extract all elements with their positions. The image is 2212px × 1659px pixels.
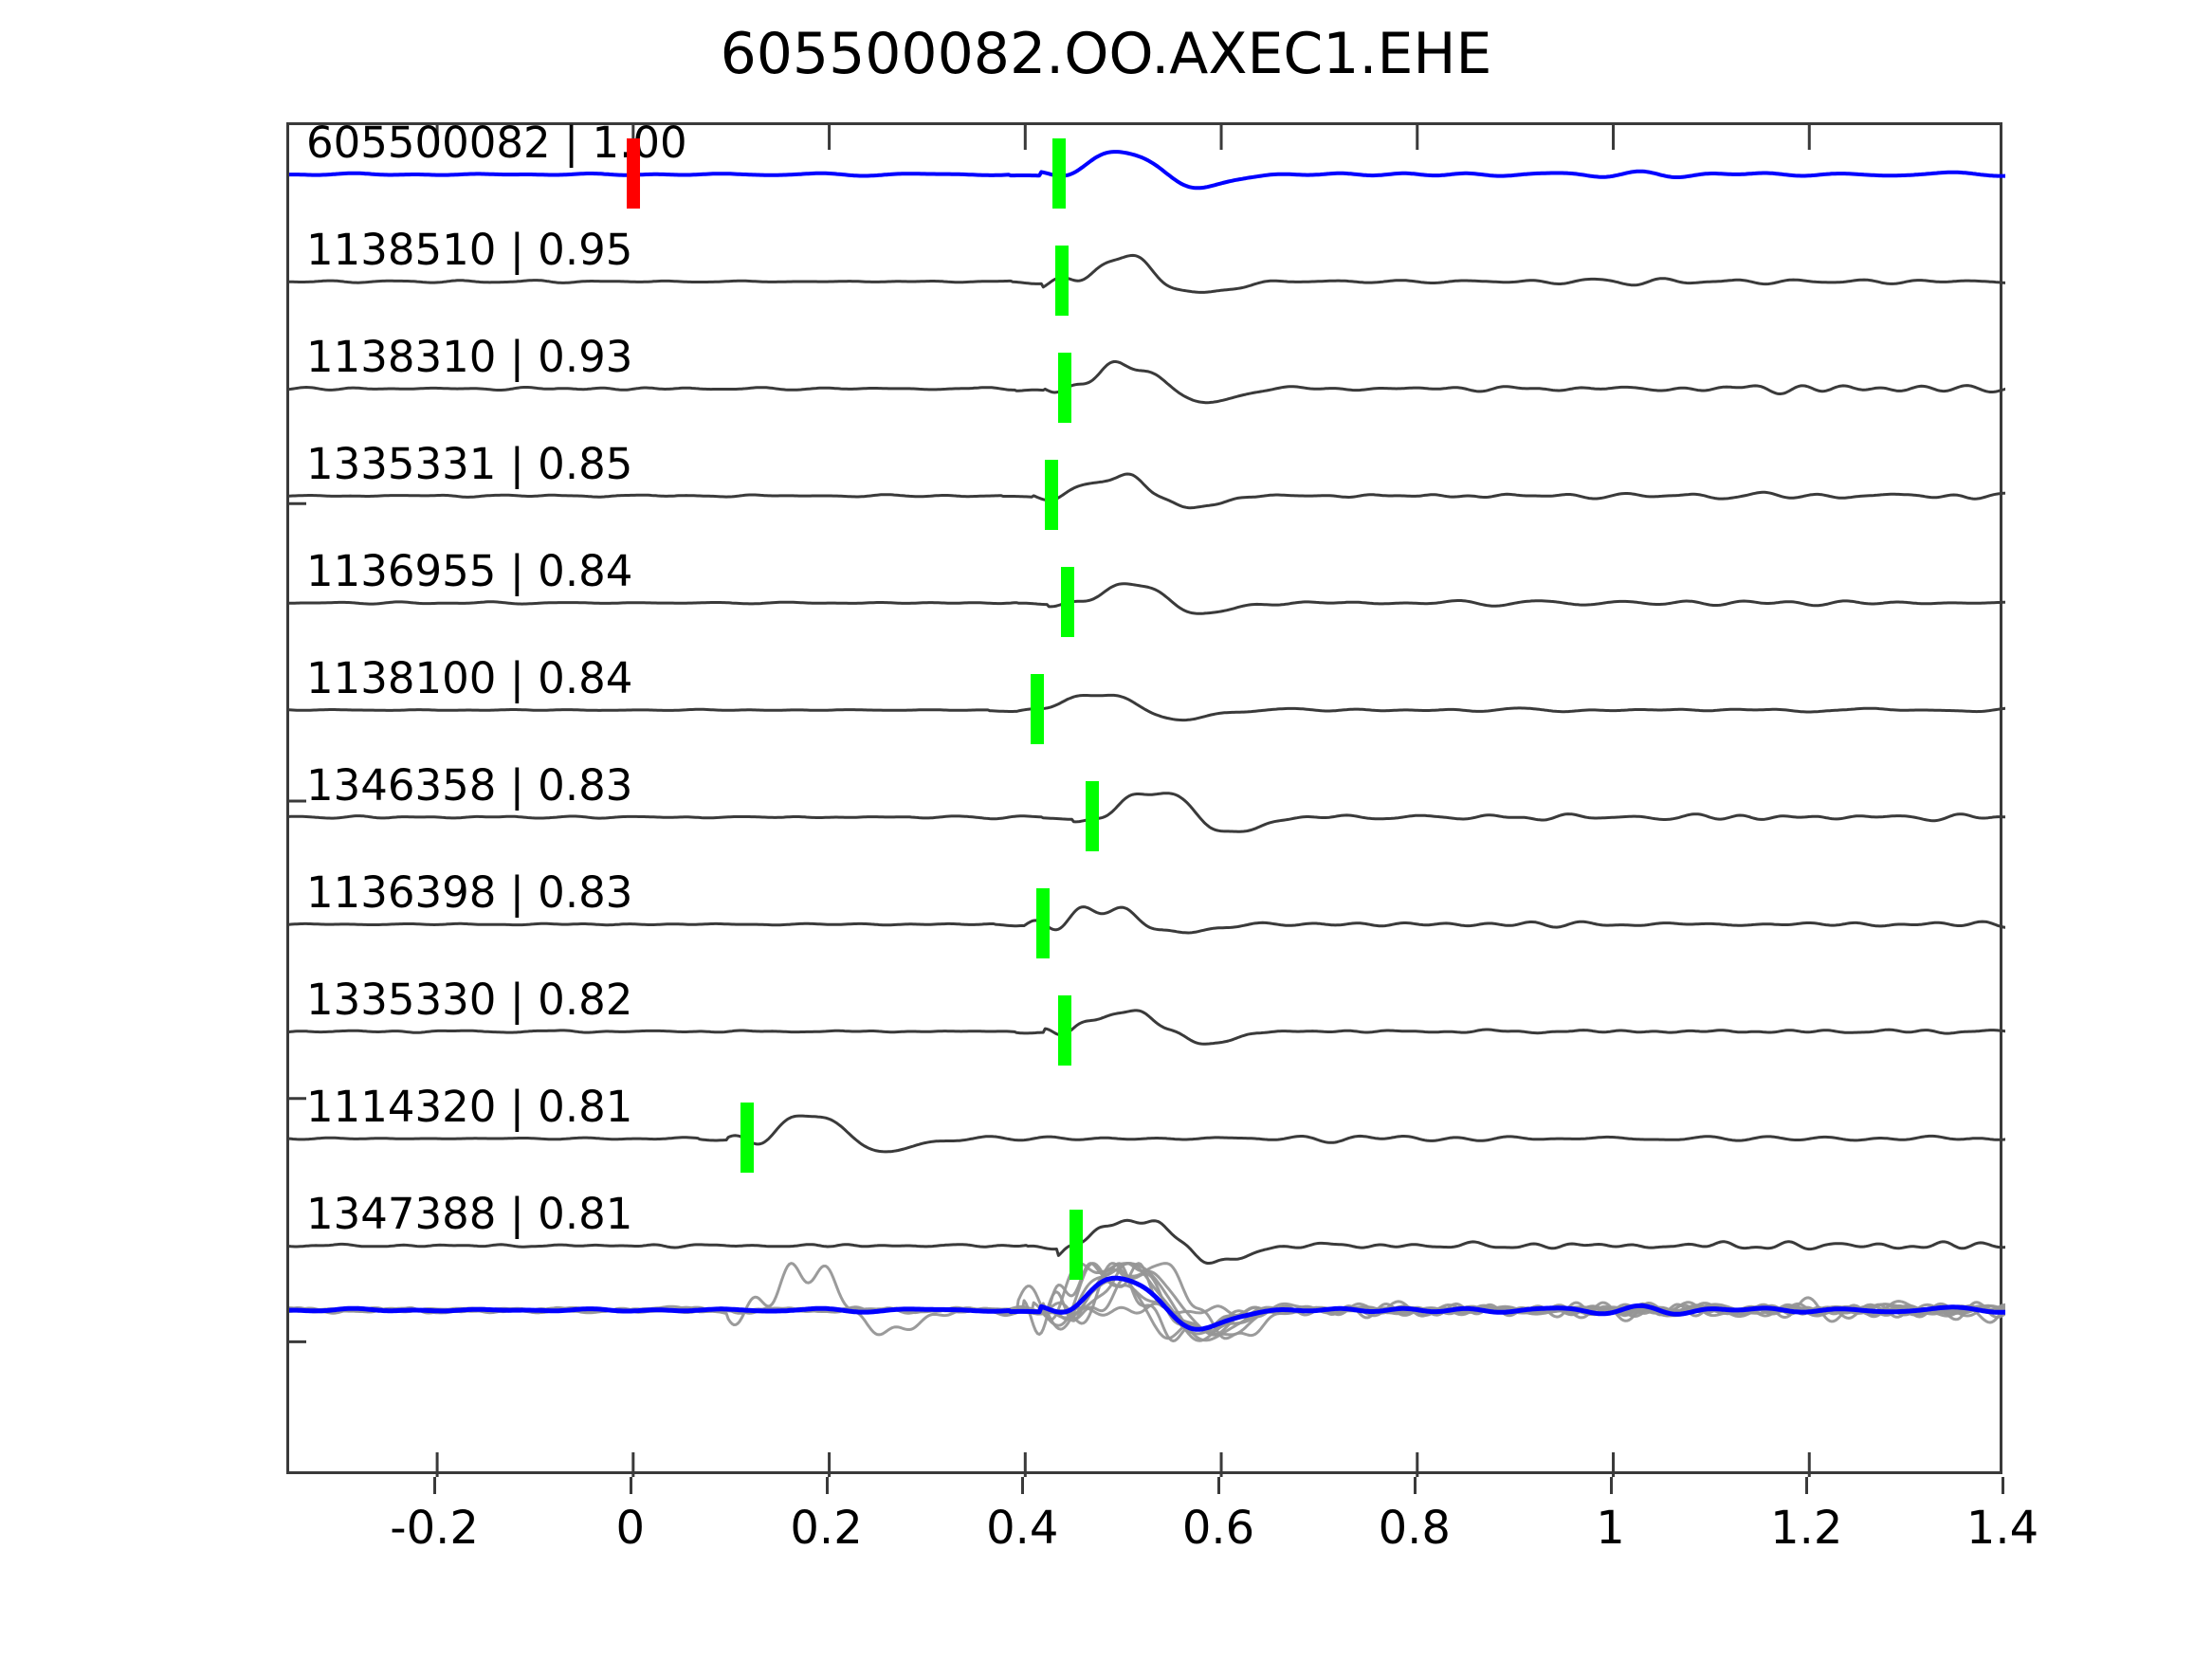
plot-area: 605500082 | 1.00 1138510 | 0.95 1138310 | … bbox=[286, 118, 2005, 1477]
waveform-trace-605500082 bbox=[289, 150, 2005, 191]
x-tick-mark bbox=[1609, 1477, 1613, 1494]
pick-marker-1136955 bbox=[1060, 567, 1074, 637]
pick-marker-1347388 bbox=[1069, 1210, 1084, 1280]
waveform-trace-1335331 bbox=[289, 472, 2005, 510]
pick-marker-1136398 bbox=[1035, 888, 1050, 958]
pick-marker-1114320 bbox=[740, 1103, 754, 1173]
pick-marker-1335330 bbox=[1057, 995, 1071, 1066]
waveform-trace-1136398 bbox=[289, 905, 2005, 935]
pick-marker-1138100 bbox=[1030, 674, 1044, 744]
row-label-1346358: 1346358 | 0.83 bbox=[306, 760, 633, 811]
x-tick-label-0: -0.2 bbox=[390, 1502, 479, 1555]
x-tick-label-8: 1.4 bbox=[1965, 1502, 2039, 1555]
waveform-trace-1346358 bbox=[289, 792, 2005, 833]
row-label-1138510: 1138510 | 0.95 bbox=[306, 225, 633, 275]
pick-marker-1138310 bbox=[1057, 353, 1071, 423]
x-tick-mark bbox=[825, 1477, 829, 1494]
x-tick-label-4: 0.6 bbox=[1181, 1502, 1255, 1555]
row-label-1114320: 1114320 | 0.81 bbox=[306, 1082, 633, 1132]
pick-marker-1138510 bbox=[1054, 246, 1069, 316]
row-label-605500082: 605500082 | 1.00 bbox=[306, 118, 687, 168]
x-tick-mark bbox=[433, 1477, 437, 1494]
waveform-trace-1335330 bbox=[289, 1009, 2005, 1046]
pick-marker-1346358 bbox=[1085, 781, 1099, 851]
x-tick-label-1: 0 bbox=[615, 1502, 646, 1555]
x-tick-mark bbox=[2002, 1477, 2004, 1494]
pick-marker-1335331 bbox=[1045, 460, 1059, 530]
waveform-trace-1138100 bbox=[289, 693, 2005, 722]
waveform-trace-1114320 bbox=[289, 1114, 2005, 1154]
overlay-trace-gray bbox=[289, 1262, 2005, 1334]
origin-marker-605500082 bbox=[626, 138, 640, 209]
x-axis-ticks: -0.2 0 0.2 0.4 0.6 0.8 1 1.2 1.4 bbox=[286, 1477, 2038, 1562]
row-label-1335330: 1335330 | 0.82 bbox=[306, 975, 633, 1025]
page-title: 605500082.OO.AXEC1.EHE bbox=[720, 21, 1492, 87]
pick-marker-605500082 bbox=[1052, 138, 1067, 209]
row-label-1347388: 1347388 | 0.81 bbox=[306, 1189, 633, 1239]
x-tick-mark bbox=[1021, 1477, 1025, 1494]
row-label-1138310: 1138310 | 0.93 bbox=[306, 332, 633, 382]
x-tick-mark bbox=[1217, 1477, 1221, 1494]
x-tick-label-7: 1.2 bbox=[1770, 1502, 1843, 1555]
waveform-canvas bbox=[289, 125, 2005, 1477]
overlay-trace-template bbox=[289, 1275, 2005, 1332]
x-tick-mark bbox=[1805, 1477, 1809, 1494]
x-tick-label-5: 0.8 bbox=[1378, 1502, 1451, 1555]
x-tick-label-6: 1 bbox=[1596, 1502, 1625, 1555]
waveform-trace-1347388 bbox=[289, 1218, 2005, 1265]
waveform-trace-1136955 bbox=[289, 582, 2005, 615]
waveform-trace-1138310 bbox=[289, 360, 2005, 405]
x-tick-label-2: 0.2 bbox=[790, 1502, 863, 1555]
row-label-1335331: 1335331 | 0.85 bbox=[306, 439, 633, 489]
x-tick-mark bbox=[1413, 1477, 1417, 1494]
x-tick-mark bbox=[629, 1477, 632, 1494]
row-label-1136398: 1136398 | 0.83 bbox=[306, 867, 633, 918]
waveform-trace-1138510 bbox=[289, 253, 2005, 294]
x-tick-label-3: 0.4 bbox=[986, 1502, 1059, 1555]
row-label-1136955: 1136955 | 0.84 bbox=[306, 546, 633, 596]
row-label-1138100: 1138100 | 0.84 bbox=[306, 653, 633, 703]
